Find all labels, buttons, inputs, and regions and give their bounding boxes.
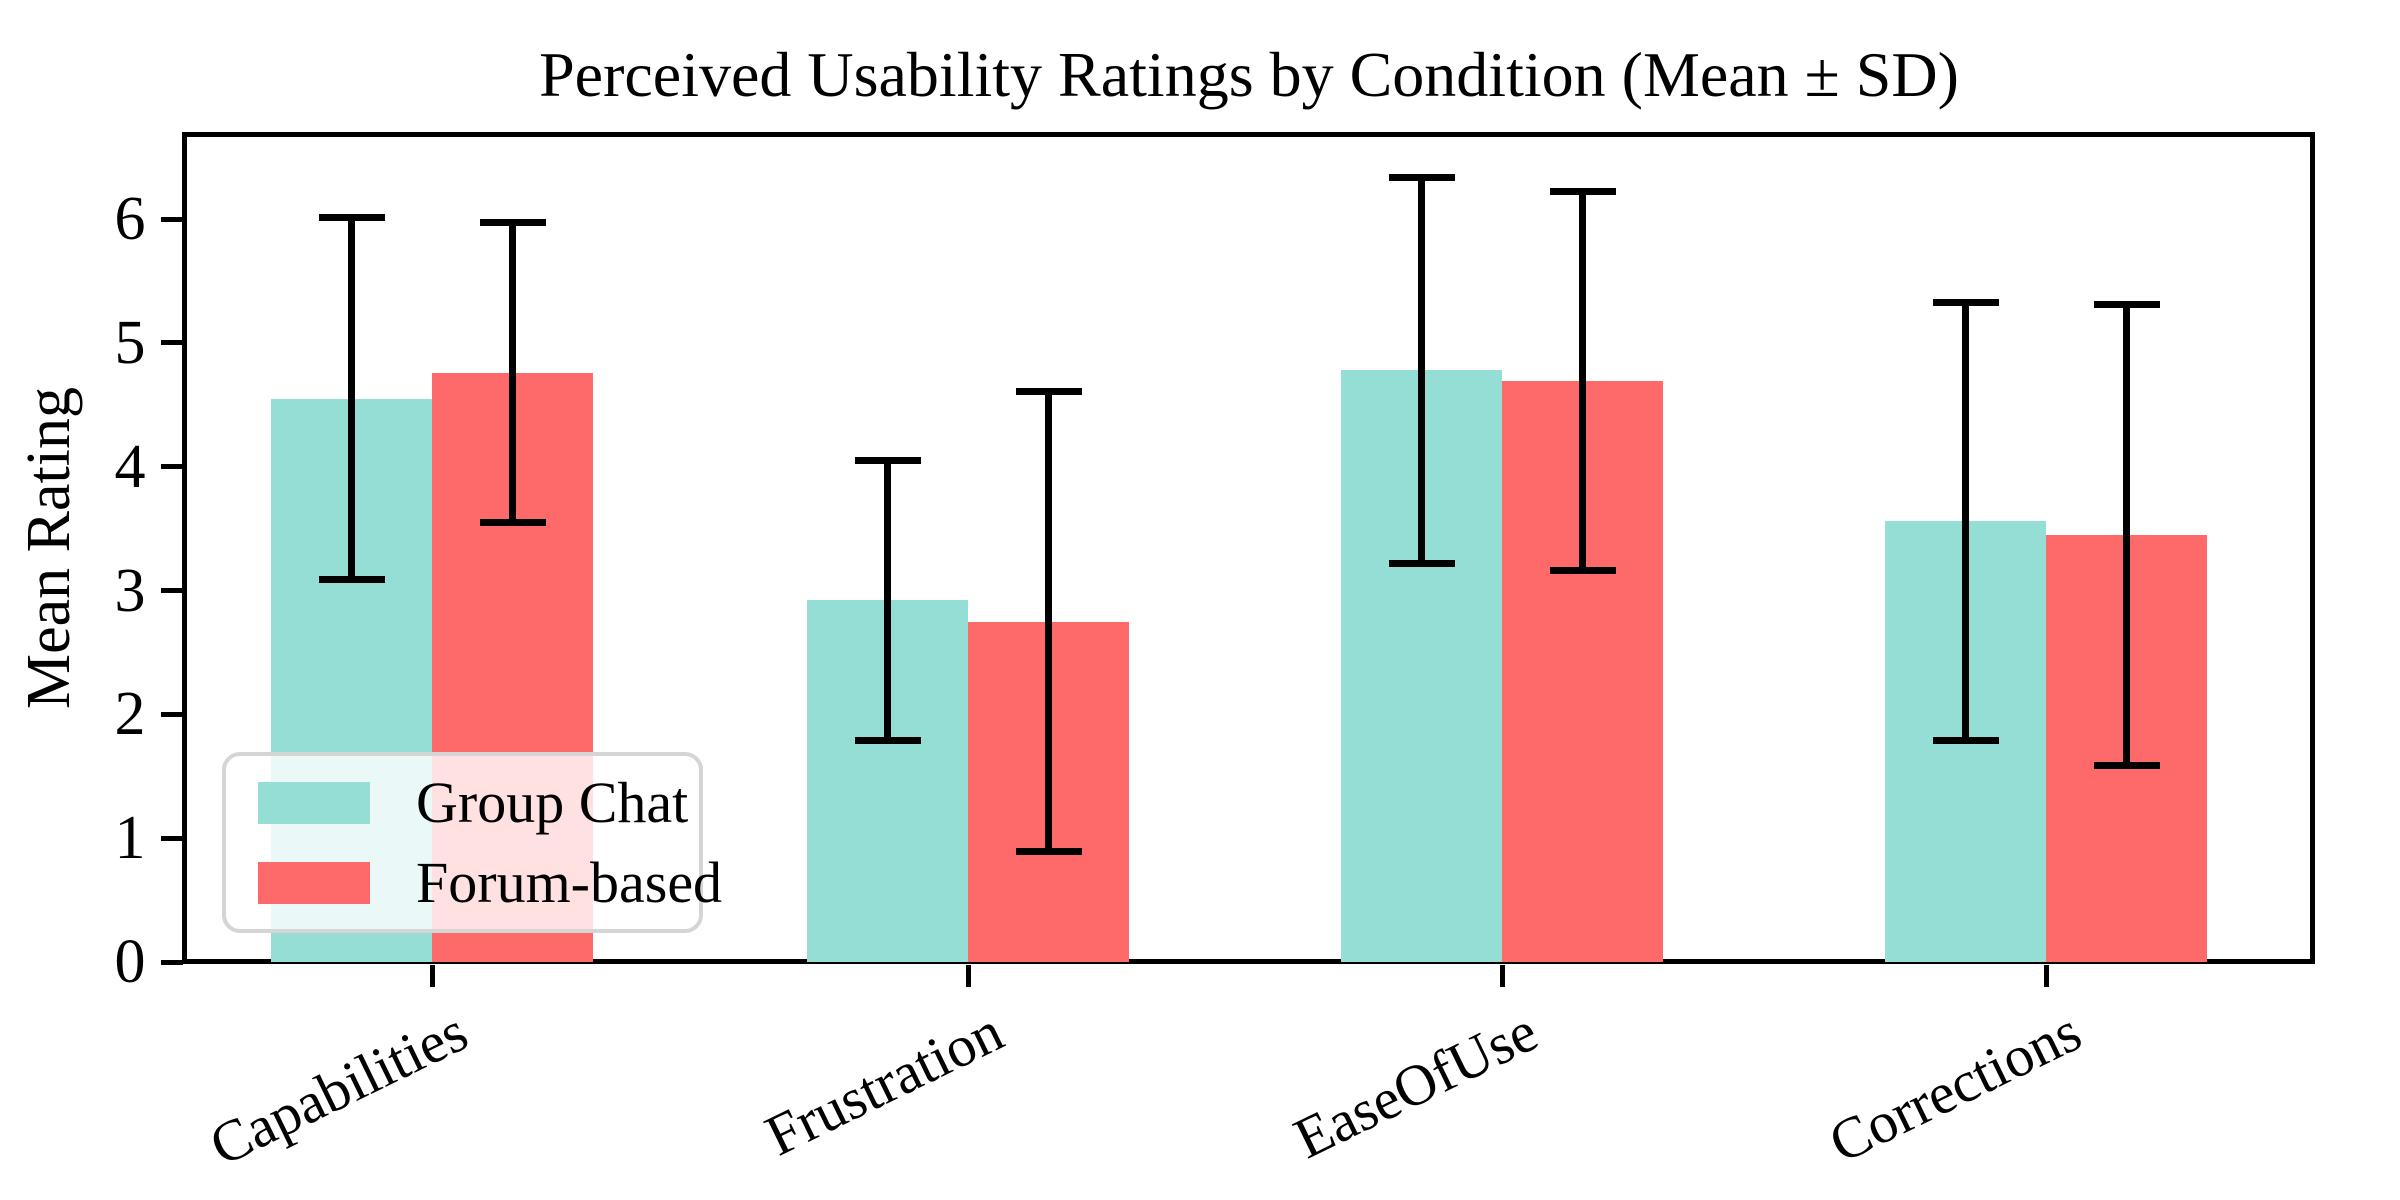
legend-swatch [258, 781, 370, 824]
x-tick-label-easeofuse: EaseOfUse [1284, 997, 1548, 1171]
error-bar-cap-bottom [1388, 559, 1455, 567]
y-tick-label: 0 [114, 928, 146, 996]
y-tick-mark [160, 835, 183, 841]
chart-title: Perceived Usability Ratings by Condition… [539, 39, 1959, 110]
y-tick-label: 3 [114, 556, 146, 625]
x-tick-mark [429, 964, 435, 987]
error-bar-cap-top [1932, 298, 1999, 306]
error-bar-cap-top [1549, 188, 1616, 196]
y-tick-mark [160, 340, 183, 346]
y-tick-mark [160, 588, 183, 594]
error-bar-line [884, 460, 891, 741]
legend-item: Group Chat [258, 768, 699, 838]
legend: Group Chat Forum-based [222, 752, 722, 933]
error-bar-cap-bottom [854, 736, 921, 744]
y-tick-mark [160, 711, 183, 717]
error-bar-cap-bottom [479, 519, 546, 526]
error-bar-cap-bottom [1549, 567, 1616, 575]
x-tick-mark [1499, 964, 1505, 987]
error-bar-line [1579, 191, 1586, 571]
error-bar-cap-top [854, 457, 921, 465]
y-tick-mark [160, 959, 183, 965]
error-bar-line [1962, 302, 1969, 741]
x-tick-label-capabilities: Capabilities [199, 997, 478, 1178]
x-tick-mark [965, 964, 971, 987]
error-bar-line [2123, 304, 2130, 766]
x-tick-mark [2043, 964, 2049, 987]
x-tick-label-corrections: Corrections [1819, 997, 2092, 1175]
plot-border [182, 132, 2315, 964]
error-bar-cap-bottom [1932, 736, 1999, 744]
error-bar-cap-top [479, 219, 546, 227]
y-tick-mark [160, 464, 183, 470]
error-bar-cap-top [1015, 387, 1082, 395]
error-bar-cap-top [2093, 301, 2160, 309]
error-bar-line [348, 217, 355, 580]
error-bar-cap-bottom [318, 575, 385, 583]
error-bar-cap-bottom [1015, 848, 1082, 856]
error-bar-cap-top [1388, 173, 1455, 181]
error-bar-line [1045, 391, 1052, 852]
y-tick-label: 5 [114, 308, 146, 377]
y-tick-label: 2 [114, 680, 146, 749]
legend-swatch [258, 861, 370, 904]
legend-label: Group Chat [416, 770, 689, 835]
y-tick-label: 4 [114, 432, 146, 501]
y-tick-mark [160, 216, 183, 222]
y-tick-label: 6 [114, 185, 146, 254]
error-bar-line [509, 222, 516, 523]
y-tick-label: 1 [114, 804, 146, 873]
x-tick-label-frustration: Frustration [755, 997, 1014, 1168]
legend-label: Forum-based [416, 850, 723, 915]
error-bar-cap-top [318, 214, 385, 222]
error-bar-line [1418, 177, 1425, 564]
error-bar-cap-bottom [2093, 761, 2160, 769]
legend-item: Forum-based [258, 848, 722, 918]
